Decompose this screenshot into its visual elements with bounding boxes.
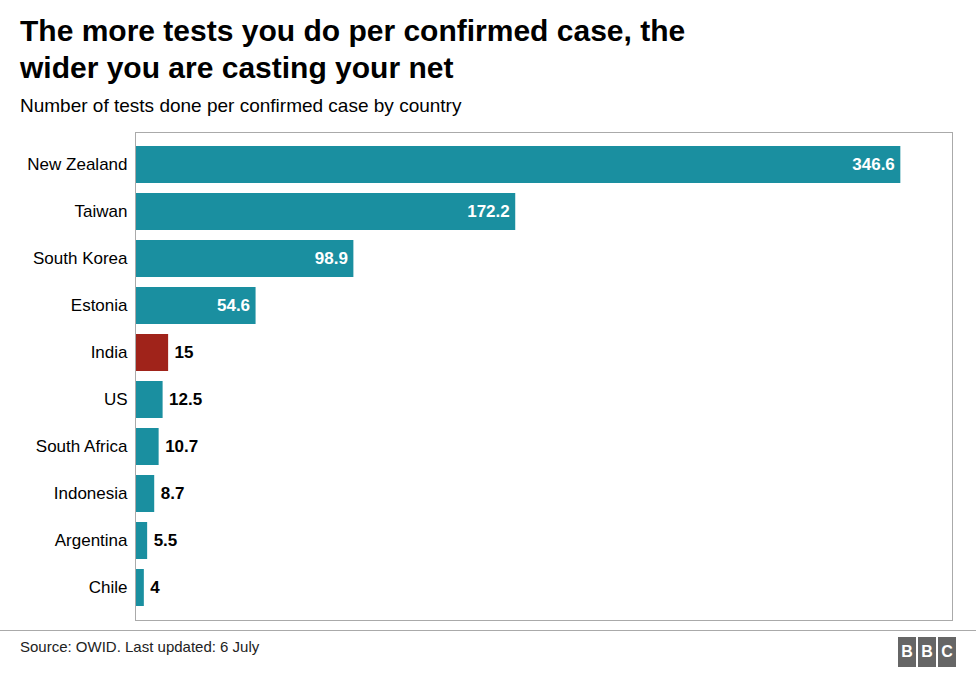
html-text:The more tests you do per conf: The more tests you do per confirmed case… (20, 14, 686, 47)
svg-text:Argentina: Argentina (55, 531, 128, 550)
svg-text:54.6: 54.6 (217, 296, 250, 315)
svg-text:South Korea: South Korea (33, 249, 128, 268)
svg-text:12.5: 12.5 (169, 390, 202, 409)
svg-text:346.6: 346.6 (852, 155, 895, 174)
html-text:Source: OWID. Last updated: 6: Source: OWID. Last updated: 6 July (20, 638, 260, 655)
svg-text:8.7: 8.7 (161, 484, 185, 503)
svg-text:Chile: Chile (89, 578, 128, 597)
html-text:Number of tests done per confi: Number of tests done per confirmed case … (20, 95, 462, 116)
svg-text:172.2: 172.2 (467, 202, 510, 221)
svg-text:4: 4 (150, 578, 160, 597)
svg-text:15: 15 (175, 343, 194, 362)
svg-text:5.5: 5.5 (154, 531, 178, 550)
svg-text:10.7: 10.7 (165, 437, 198, 456)
svg-text:Estonia: Estonia (71, 296, 128, 315)
svg-text:India: India (91, 343, 128, 362)
html-text:B: B (901, 643, 913, 660)
svg-text:US: US (104, 390, 128, 409)
html-text:B: B (921, 643, 933, 660)
html-text:C: C (941, 643, 953, 660)
svg-text:Taiwan: Taiwan (75, 202, 128, 221)
svg-text:South Africa: South Africa (36, 437, 128, 456)
svg-text:Indonesia: Indonesia (54, 484, 128, 503)
html-text:wider you are casting your net: wider you are casting your net (20, 51, 454, 84)
svg-text:New Zealand: New Zealand (27, 155, 127, 174)
svg-text:98.9: 98.9 (315, 249, 348, 268)
